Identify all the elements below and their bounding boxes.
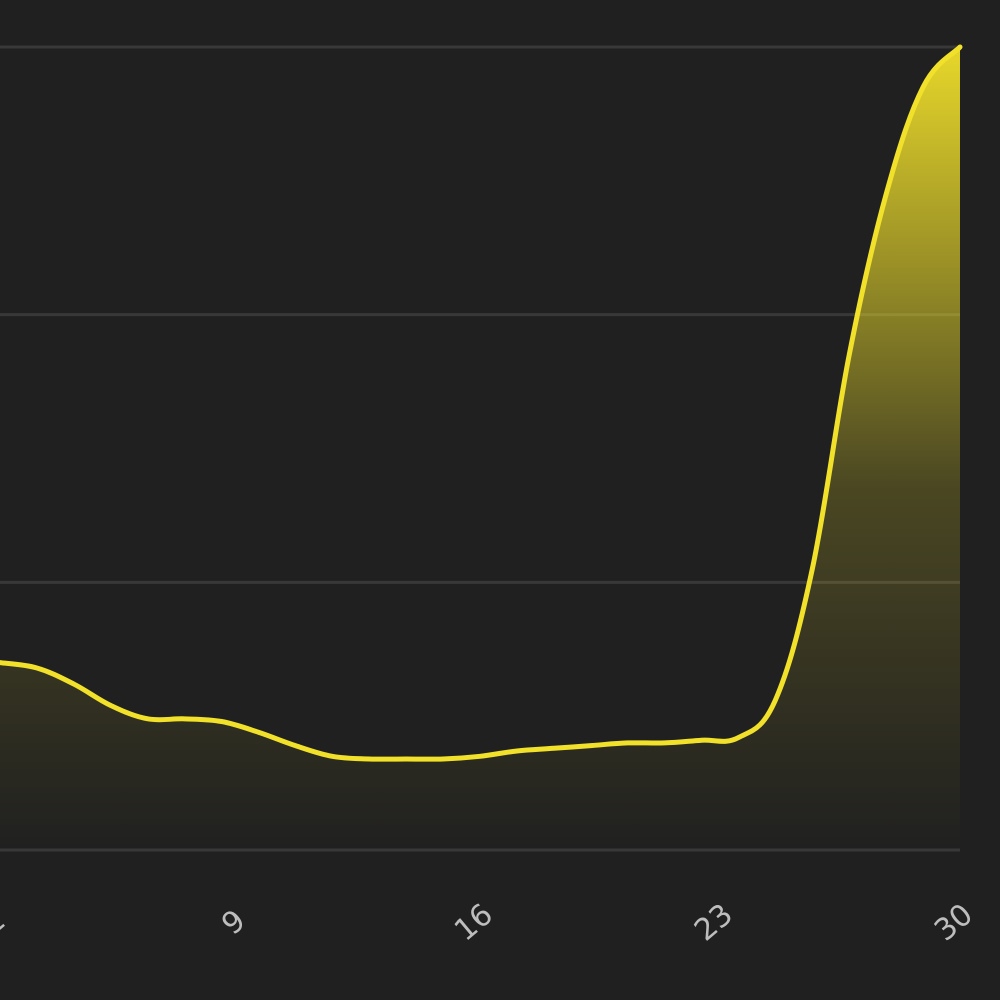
x-tick-label: 2 xyxy=(0,903,12,942)
series-line xyxy=(0,44,963,762)
x-tick-label: 23 xyxy=(688,897,740,948)
x-tick-label: 16 xyxy=(448,897,500,948)
area-fill-layer xyxy=(0,47,960,850)
area-fill xyxy=(0,47,960,850)
series-line-layer xyxy=(0,44,963,762)
x-axis-tick-labels: 2 9 16 23 30 xyxy=(0,897,980,948)
x-tick-label: 9 xyxy=(215,903,252,942)
x-tick-label: 30 xyxy=(928,897,980,948)
